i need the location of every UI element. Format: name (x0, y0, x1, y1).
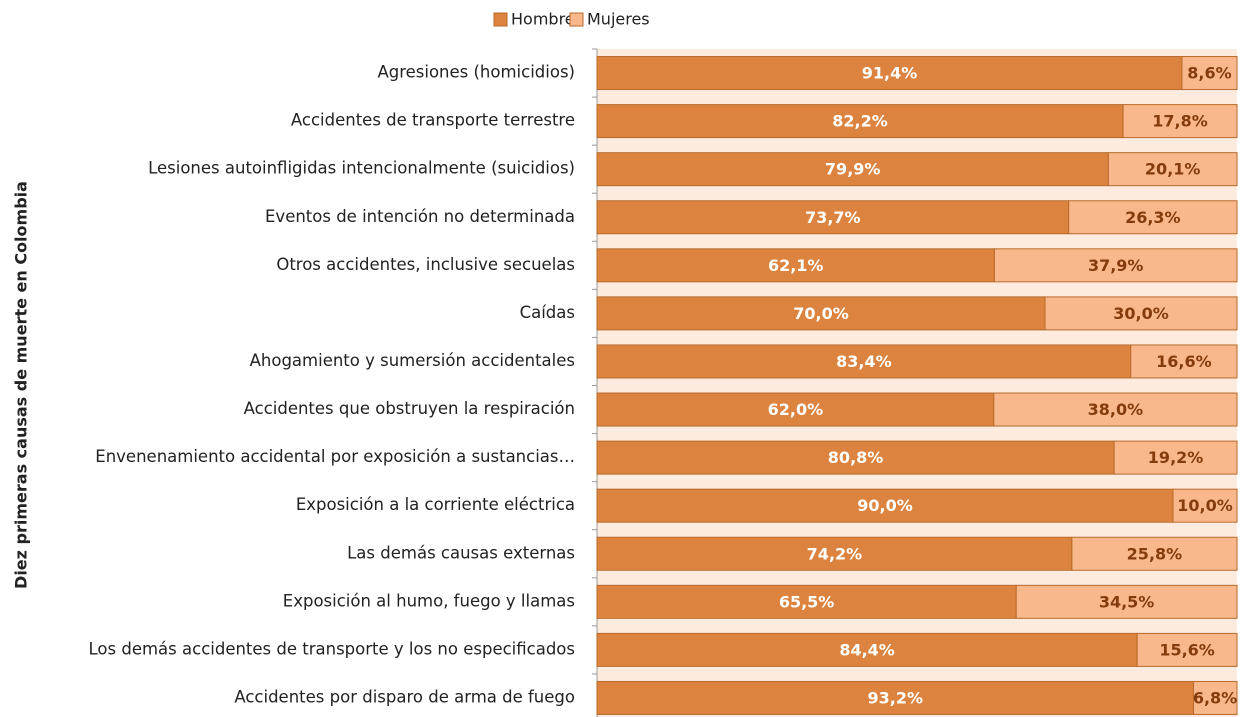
value-label: 38,0% (1088, 400, 1144, 419)
value-label: 26,3% (1125, 208, 1181, 227)
bar-segment (993, 248, 1238, 283)
value-label: 19,2% (1148, 448, 1204, 467)
bar-segment (1015, 584, 1238, 619)
value-label: 65,5% (779, 592, 835, 611)
value-label: 62,1% (768, 256, 824, 275)
value-label: 15,6% (1159, 640, 1215, 659)
bar-segment (1113, 440, 1238, 475)
bar-segment (596, 344, 1132, 379)
y-tick-label: Accidentes que obstruyen la respiración (244, 399, 575, 418)
value-label: 10,0% (1177, 496, 1233, 515)
value-label: 93,2% (867, 688, 923, 707)
value-label: 90,0% (857, 496, 913, 515)
value-label: 37,9% (1088, 256, 1144, 275)
value-label: 62,0% (768, 400, 824, 419)
value-label: 91,4% (862, 64, 918, 83)
bar-segment (1107, 152, 1238, 187)
value-label: 84,4% (839, 640, 895, 659)
value-label: 83,4% (836, 352, 892, 371)
bar-segment (596, 200, 1070, 235)
y-tick-label: Accidentes de transporte terrestre (291, 111, 575, 130)
y-tick-label: Otros accidentes, inclusive secuelas (276, 255, 575, 274)
y-tick-label: Envenenamiento accidental por exposición… (95, 447, 575, 466)
y-tick-label: Ahogamiento y sumersión accidentales (250, 351, 575, 370)
y-tick-label: Agresiones (homicidios) (377, 63, 575, 82)
bar-segment (1071, 536, 1238, 571)
value-label: 20,1% (1145, 160, 1201, 179)
legend-swatch (569, 12, 584, 27)
y-tick-label: Las demás causas externas (347, 543, 575, 562)
bar-segment (596, 152, 1109, 187)
bar-segment (596, 104, 1124, 139)
y-tick-label: Exposición a la corriente eléctrica (296, 495, 575, 514)
legend-label: Mujeres (587, 10, 650, 29)
bar-segment (993, 392, 1238, 427)
y-tick-label: Los demás accidentes de transporte y los… (89, 639, 575, 658)
bar-segment (596, 296, 1046, 331)
bar-segment (596, 536, 1073, 571)
value-label: 8,6% (1187, 64, 1231, 83)
value-label: 70,0% (793, 304, 849, 323)
y-axis-title: Diez primeras causas de muerte en Colomb… (12, 181, 31, 589)
value-label: 6,8% (1193, 688, 1237, 707)
value-label: 25,8% (1127, 544, 1183, 563)
value-label: 82,2% (832, 112, 888, 131)
bar-segment (1181, 56, 1238, 91)
y-tick-label: Lesiones autoinfligidas intencionalmente… (148, 159, 575, 178)
bar-segment (1136, 632, 1238, 667)
bar-segment (596, 488, 1174, 523)
value-label: 79,9% (825, 160, 881, 179)
bar-segment (596, 248, 995, 283)
legend-swatch (493, 12, 508, 27)
bar-segment (1068, 200, 1238, 235)
value-label: 34,5% (1099, 592, 1155, 611)
bar-segment (1044, 296, 1238, 331)
value-label: 73,7% (805, 208, 861, 227)
y-tick-label: Caídas (520, 303, 575, 322)
value-label: 16,6% (1156, 352, 1212, 371)
value-label: 17,8% (1152, 112, 1208, 131)
bar-segment (1130, 344, 1238, 379)
bar-segment (1122, 104, 1238, 139)
bar-segment (596, 440, 1115, 475)
bar-segment (596, 584, 1017, 619)
legend-label: Hombres (511, 10, 583, 29)
value-label: 80,8% (828, 448, 884, 467)
y-tick-label: Eventos de intención no determinada (265, 207, 575, 226)
value-label: 74,2% (807, 544, 863, 563)
bar-segment (596, 392, 995, 427)
bar-segment (1192, 680, 1238, 715)
bar-segment (596, 632, 1138, 667)
value-label: 30,0% (1113, 304, 1169, 323)
y-tick-label: Exposición al humo, fuego y llamas (283, 591, 575, 610)
y-tick-label: Accidentes por disparo de arma de fuego (234, 687, 575, 706)
bar-segment (596, 680, 1194, 715)
bar-segment (1172, 488, 1238, 523)
